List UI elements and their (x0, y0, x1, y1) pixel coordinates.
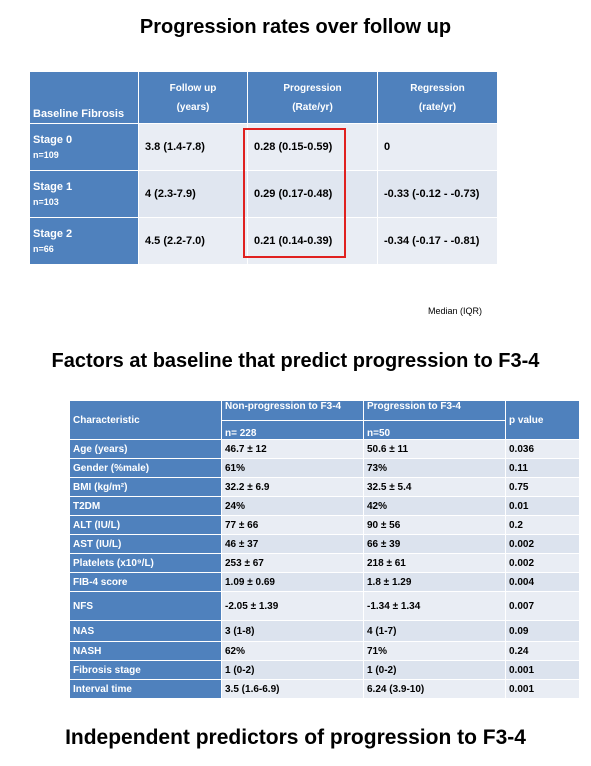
p-value-cell: 0.002 (505, 534, 580, 554)
header-characteristic: Characteristic (69, 400, 222, 440)
followup-cell: 3.8 (1.4-7.8) (138, 123, 248, 171)
nonprogression-cell: 24% (221, 496, 364, 516)
table-row: Interval time 3.5 (1.6-6.9) 6.24 (3.9-10) 0… (69, 679, 580, 699)
characteristic-cell: Interval time (69, 679, 222, 699)
table-row: BMI (kg/m²) 32.2 ± 6.9 32.5 ± 5.4 0.75 (69, 477, 580, 497)
progression-cell: 32.5 ± 5.4 (363, 477, 506, 497)
p-value-cell: 0.002 (505, 553, 580, 573)
progression-cell: 6.24 (3.9-10) (363, 679, 506, 699)
table-row: ALT (IU/L) 77 ± 66 90 ± 56 0.2 (69, 515, 580, 535)
nonprogression-cell: 1 (0-2) (221, 660, 364, 680)
p-value-cell: 0.24 (505, 641, 580, 661)
progression-cell: 90 ± 56 (363, 515, 506, 535)
nonprogression-cell: 46 ± 37 (221, 534, 364, 554)
regression-cell: 0 (377, 123, 498, 171)
median-iqr-note: Median (IQR) (428, 306, 483, 316)
header-nonprogression-n: n= 228 (221, 419, 364, 440)
nonprogression-cell: 62% (221, 641, 364, 661)
baseline-factors-table: Characteristic Non-progression to F3-4 P… (69, 400, 580, 699)
progression-cell: 0.29 (0.17-0.48) (247, 170, 378, 218)
p-value-cell: 0.01 (505, 496, 580, 516)
table-row: Stage 1 n=103 4 (2.3-7.9) 0.29 (0.17-0.48… (29, 170, 498, 218)
header-followup: Follow up (years) (138, 71, 248, 124)
nonprogression-cell: 1.09 ± 0.69 (221, 572, 364, 592)
header-baseline-fibrosis: Baseline Fibrosis (29, 71, 139, 124)
table-row: FIB-4 score 1.09 ± 0.69 1.8 ± 1.29 0.004 (69, 572, 580, 592)
table-row: Age (years) 46.7 ± 12 50.6 ± 11 0.036 (69, 439, 580, 459)
p-value-cell: 0.2 (505, 515, 580, 535)
nonprogression-cell: 253 ± 67 (221, 553, 364, 573)
characteristic-cell: BMI (kg/m²) (69, 477, 222, 497)
characteristic-cell: FIB-4 score (69, 572, 222, 592)
regression-cell: -0.33 (-0.12 - -0.73) (377, 170, 498, 218)
table-row: NFS -2.05 ± 1.39 -1.34 ± 1.34 0.007 (69, 591, 580, 621)
progression-rates-table: Baseline Fibrosis Follow up (years) Prog… (29, 71, 498, 265)
nonprogression-cell: 3 (1-8) (221, 620, 364, 642)
header-progression: Progression (Rate/yr) (247, 71, 378, 124)
regression-cell: -0.34 (-0.17 - -0.81) (377, 217, 498, 265)
table-row: Platelets (x10⁹/L) 253 ± 67 218 ± 61 0.002 (69, 553, 580, 573)
progression-cell: 1 (0-2) (363, 660, 506, 680)
p-value-cell: 0.007 (505, 591, 580, 621)
table-row: NAS 3 (1-8) 4 (1-7) 0.09 (69, 620, 580, 642)
header-progression-n: n=50 (363, 419, 506, 440)
p-value-cell: 0.09 (505, 620, 580, 642)
title-progression-rates: Progression rates over follow up (139, 16, 452, 38)
p-value-cell: 0.036 (505, 439, 580, 459)
progression-cell: 50.6 ± 11 (363, 439, 506, 459)
characteristic-cell: NFS (69, 591, 222, 621)
characteristic-cell: Platelets (x10⁹/L) (69, 553, 222, 573)
nonprogression-cell: 32.2 ± 6.9 (221, 477, 364, 497)
p-value-cell: 0.001 (505, 660, 580, 680)
stage-cell: Stage 2 n=66 (29, 217, 139, 265)
header-regression: Regression (rate/yr) (377, 71, 498, 124)
table-row: Stage 0 n=109 3.8 (1.4-7.8) 0.28 (0.15-0.… (29, 123, 498, 171)
characteristic-cell: NASH (69, 641, 222, 661)
progression-cell: 71% (363, 641, 506, 661)
nonprogression-cell: -2.05 ± 1.39 (221, 591, 364, 621)
table-row: Gender (%male) 61% 73% 0.11 (69, 458, 580, 478)
p-value-cell: 0.75 (505, 477, 580, 497)
characteristic-cell: NAS (69, 620, 222, 642)
p-value-cell: 0.001 (505, 679, 580, 699)
characteristic-cell: Age (years) (69, 439, 222, 459)
p-value-cell: 0.004 (505, 572, 580, 592)
characteristic-cell: T2DM (69, 496, 222, 516)
progression-cell: 66 ± 39 (363, 534, 506, 554)
characteristic-cell: Gender (%male) (69, 458, 222, 478)
nonprogression-cell: 3.5 (1.6-6.9) (221, 679, 364, 699)
progression-cell: -1.34 ± 1.34 (363, 591, 506, 621)
progression-cell: 73% (363, 458, 506, 478)
progression-cell: 4 (1-7) (363, 620, 506, 642)
followup-cell: 4.5 (2.2-7.0) (138, 217, 248, 265)
table-row: NASH 62% 71% 0.24 (69, 641, 580, 661)
header-nonprogression: Non-progression to F3-4 (221, 400, 364, 421)
title-independent-predictors: Independent predictors of progression to… (65, 726, 526, 749)
stage-cell: Stage 1 n=103 (29, 170, 139, 218)
nonprogression-cell: 46.7 ± 12 (221, 439, 364, 459)
progression-cell: 42% (363, 496, 506, 516)
header-progression: Progression to F3-4 (363, 400, 506, 421)
progression-highlight-box (243, 128, 346, 258)
table-row: Fibrosis stage 1 (0-2) 1 (0-2) 0.001 (69, 660, 580, 680)
title-baseline-factors: Factors at baseline that predict progres… (51, 350, 540, 372)
progression-cell: 218 ± 61 (363, 553, 506, 573)
characteristic-cell: ALT (IU/L) (69, 515, 222, 535)
progression-cell: 1.8 ± 1.29 (363, 572, 506, 592)
table-row: AST (IU/L) 46 ± 37 66 ± 39 0.002 (69, 534, 580, 554)
followup-cell: 4 (2.3-7.9) (138, 170, 248, 218)
p-value-cell: 0.11 (505, 458, 580, 478)
header-p-value: p value (505, 400, 580, 440)
progression-cell: 0.28 (0.15-0.59) (247, 123, 378, 171)
table-row: T2DM 24% 42% 0.01 (69, 496, 580, 516)
stage-cell: Stage 0 n=109 (29, 123, 139, 171)
nonprogression-cell: 77 ± 66 (221, 515, 364, 535)
characteristic-cell: Fibrosis stage (69, 660, 222, 680)
characteristic-cell: AST (IU/L) (69, 534, 222, 554)
nonprogression-cell: 61% (221, 458, 364, 478)
